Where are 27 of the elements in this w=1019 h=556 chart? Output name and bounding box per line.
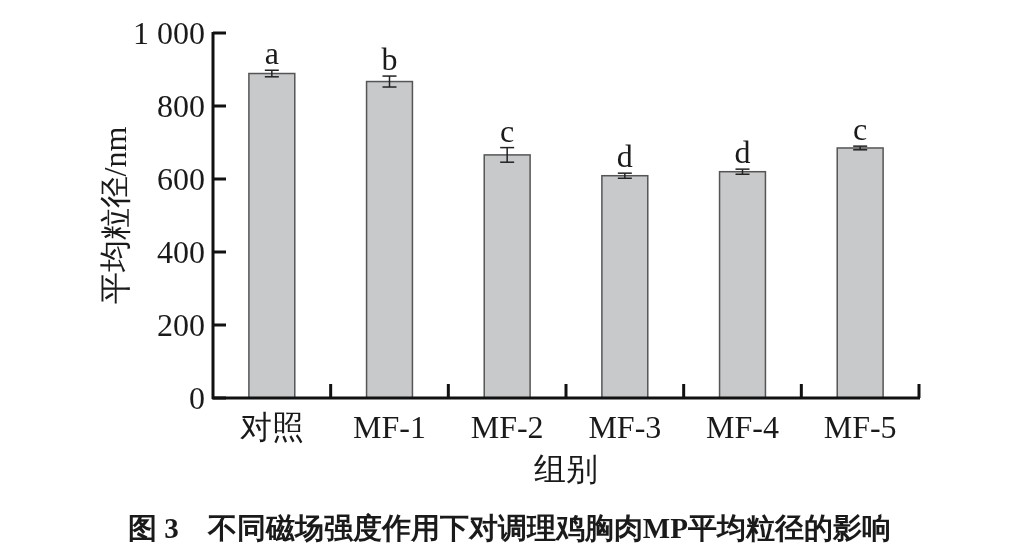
- bar: [483, 154, 531, 399]
- y-axis-title: 平均粒径/nm: [97, 126, 133, 305]
- x-axis-title: 组别: [534, 451, 598, 487]
- bar: [836, 147, 884, 399]
- y-tick-label: 400: [157, 234, 205, 270]
- bar: [248, 72, 296, 399]
- annotation: c: [500, 112, 515, 149]
- y-tick-label: 600: [157, 161, 205, 197]
- annotation: b: [381, 41, 398, 78]
- x-tick-label: MF-3: [588, 409, 662, 445]
- annotation: c: [853, 111, 868, 148]
- annotation: d: [616, 138, 633, 175]
- x-tick-label: MF-1: [353, 409, 426, 445]
- y-tick-label: 1 000: [133, 15, 205, 51]
- y-tick-label: 200: [157, 307, 205, 343]
- y-tick-label: 800: [157, 88, 205, 124]
- bar: [601, 174, 649, 399]
- x-tick-label: MF-4: [706, 409, 779, 445]
- annotation: a: [264, 35, 279, 72]
- y-tick-label: 0: [189, 380, 205, 416]
- x-tick-label: MF-2: [470, 409, 544, 445]
- x-tick-label: 对照: [239, 409, 304, 445]
- annotation: d: [734, 134, 751, 171]
- text: 图 3 不同磁场强度作用下对调理鸡胸肉MP平均粒径的影响: [128, 512, 891, 544]
- x-tick-label: MF-5: [823, 409, 897, 445]
- bar: [718, 170, 767, 399]
- bar: [365, 80, 414, 399]
